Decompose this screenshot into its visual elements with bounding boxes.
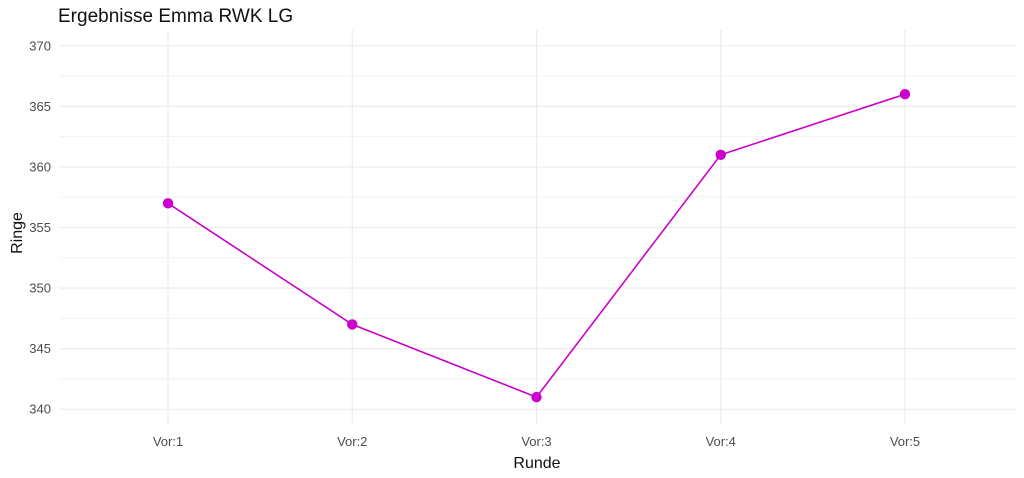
y-tick-label: 345 [29,341,51,356]
y-tick-label: 350 [29,281,51,296]
y-tick-label: 355 [29,220,51,235]
grid-minor [59,75,1016,380]
chart-title: Ergebnisse Emma RWK LG [58,6,294,27]
grid-major [59,30,1016,425]
y-tick-labels: 340 345 350 355 360 365 370 [29,38,51,416]
x-tick-label: Vor:3 [521,434,551,449]
y-tick-label: 370 [29,38,51,53]
data-point [347,319,358,330]
y-tick-label: 340 [29,402,51,417]
y-tick-label: 360 [29,159,51,174]
series-layer [162,89,911,403]
x-axis-label: Runde [513,455,560,472]
x-tick-label: Vor:5 [890,434,920,449]
y-tick-label: 365 [29,99,51,114]
x-tick-label: Vor:1 [153,434,183,449]
x-tick-label: Vor:4 [706,434,736,449]
data-point [899,89,911,100]
x-tick-labels: Vor:1 Vor:2 Vor:3 Vor:4 Vor:5 [153,434,920,449]
data-point [715,149,726,161]
x-tick-label: Vor:2 [337,434,367,449]
y-axis-label: Ringe [9,212,26,254]
data-point [531,391,542,403]
data-point [162,198,174,209]
